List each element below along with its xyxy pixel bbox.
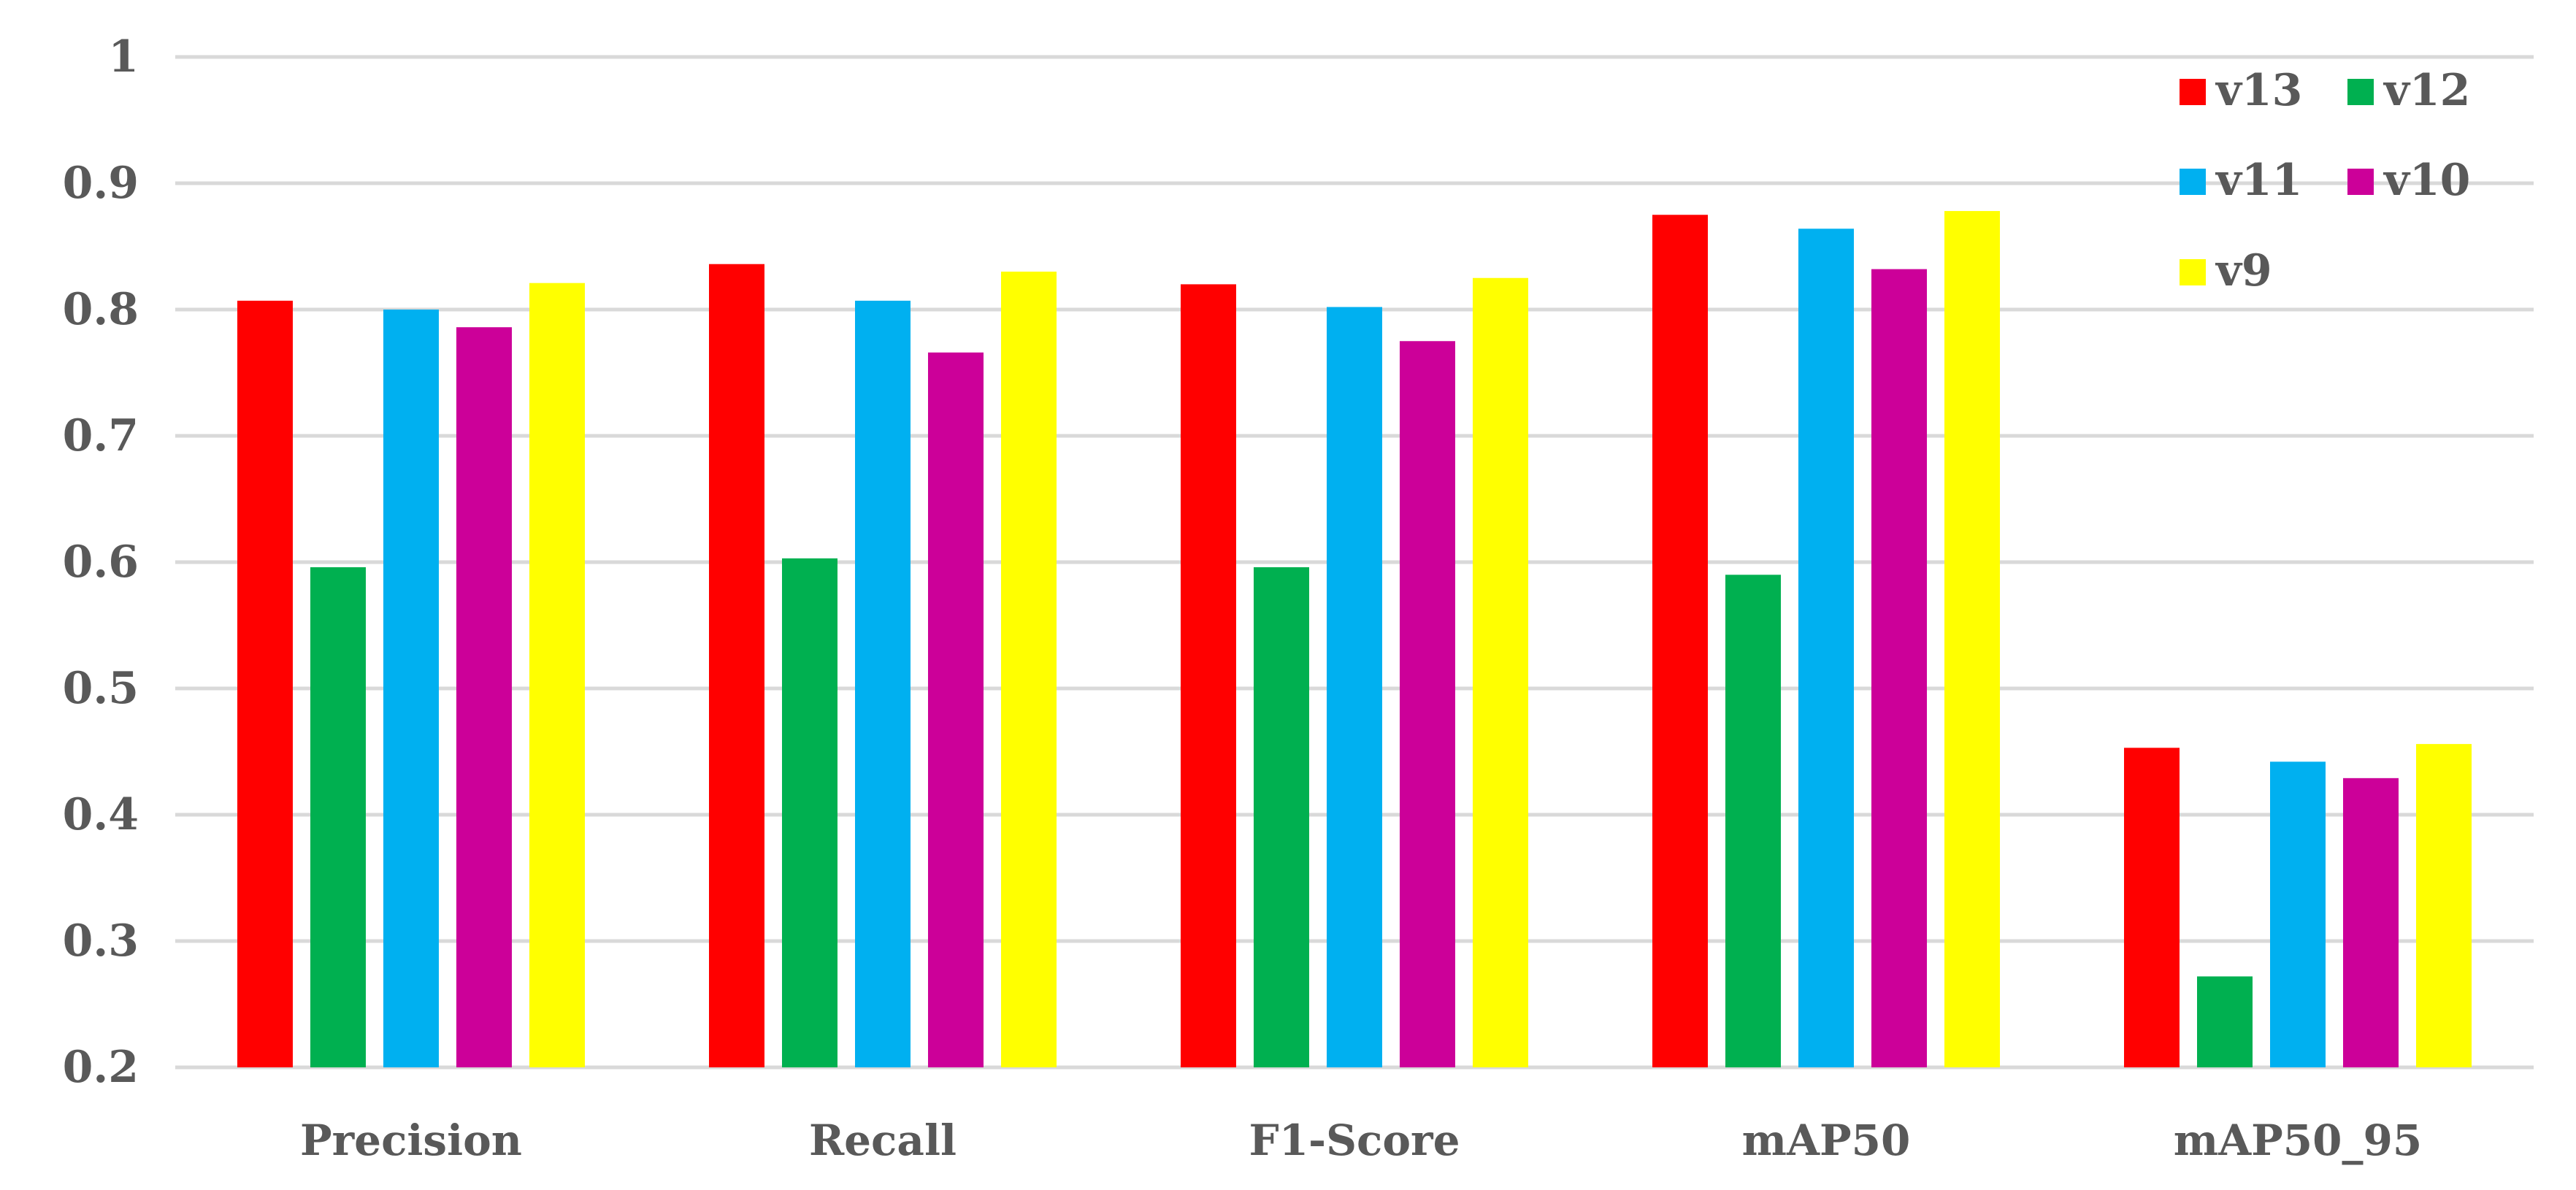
bar-v10-precision <box>456 327 512 1068</box>
bar-v12-map50_95 <box>2197 976 2253 1067</box>
legend-swatch <box>2347 169 2374 195</box>
bar-v9-map50_95 <box>2416 744 2472 1067</box>
bar-v13-map50 <box>1652 215 1708 1067</box>
y-tick-label: 0.4 <box>63 789 139 840</box>
bar-v13-map50_95 <box>2124 748 2180 1067</box>
x-category-label: mAP50 <box>1742 1116 1911 1165</box>
legend-label: v13 <box>2215 65 2302 116</box>
bar-v13-recall <box>709 264 764 1068</box>
legend-swatch <box>2180 259 2206 285</box>
legend-swatch <box>2347 79 2374 105</box>
legend-label: v11 <box>2215 155 2302 206</box>
bar-v10-recall <box>928 352 984 1067</box>
y-tick-label: 0.3 <box>63 915 139 967</box>
bar-v11-map50 <box>1798 229 1854 1067</box>
legend-label: v12 <box>2383 65 2470 116</box>
bar-v10-map50 <box>1871 269 1927 1067</box>
y-tick-label: 0.6 <box>63 537 139 588</box>
bar-v9-map50 <box>1944 211 2000 1067</box>
bar-v11-precision <box>383 310 439 1067</box>
y-axis-ticks: 0.2 0.3 0.4 0.5 0.6 0.7 0.8 0.9 1 <box>63 31 139 1093</box>
y-tick-label: 0.5 <box>63 663 139 714</box>
bar-v10-map50_95 <box>2343 778 2399 1067</box>
bar-v10-f1-score <box>1400 341 1455 1067</box>
legend-swatch <box>2180 79 2206 105</box>
bar-v12-recall <box>782 558 837 1067</box>
y-tick-label: 0.2 <box>63 1042 139 1093</box>
bar-v11-f1-score <box>1327 307 1382 1067</box>
legend: v13 v12 v11 v10 v9 <box>2180 65 2470 296</box>
bar-v13-f1-score <box>1181 284 1236 1067</box>
bar-v12-map50 <box>1725 575 1781 1067</box>
y-tick-label: 1 <box>108 31 139 82</box>
x-category-label: Recall <box>809 1116 957 1165</box>
legend-swatch <box>2180 169 2206 195</box>
x-category-label: mAP50_95 <box>2174 1116 2422 1165</box>
legend-label: v9 <box>2215 245 2272 296</box>
x-category-label: F1-Score <box>1249 1116 1460 1165</box>
legend-label: v10 <box>2383 155 2470 206</box>
y-tick-label: 0.8 <box>63 284 139 335</box>
bar-v9-precision <box>529 283 585 1067</box>
x-category-label: Precision <box>300 1116 522 1165</box>
bar-v12-f1-score <box>1254 567 1309 1067</box>
bar-v11-recall <box>855 300 911 1067</box>
y-tick-label: 0.7 <box>63 410 139 461</box>
x-axis-categories: Precision Recall F1-Score mAP50 mAP50_95 <box>300 1116 2422 1165</box>
y-tick-label: 0.9 <box>63 158 139 209</box>
bar-v11-map50_95 <box>2270 761 2326 1067</box>
bar-v12-precision <box>310 567 366 1067</box>
bar-v13-precision <box>237 300 293 1067</box>
bar-v9-recall <box>1001 272 1057 1068</box>
bar-v9-f1-score <box>1473 277 1528 1067</box>
bars <box>237 211 2472 1068</box>
